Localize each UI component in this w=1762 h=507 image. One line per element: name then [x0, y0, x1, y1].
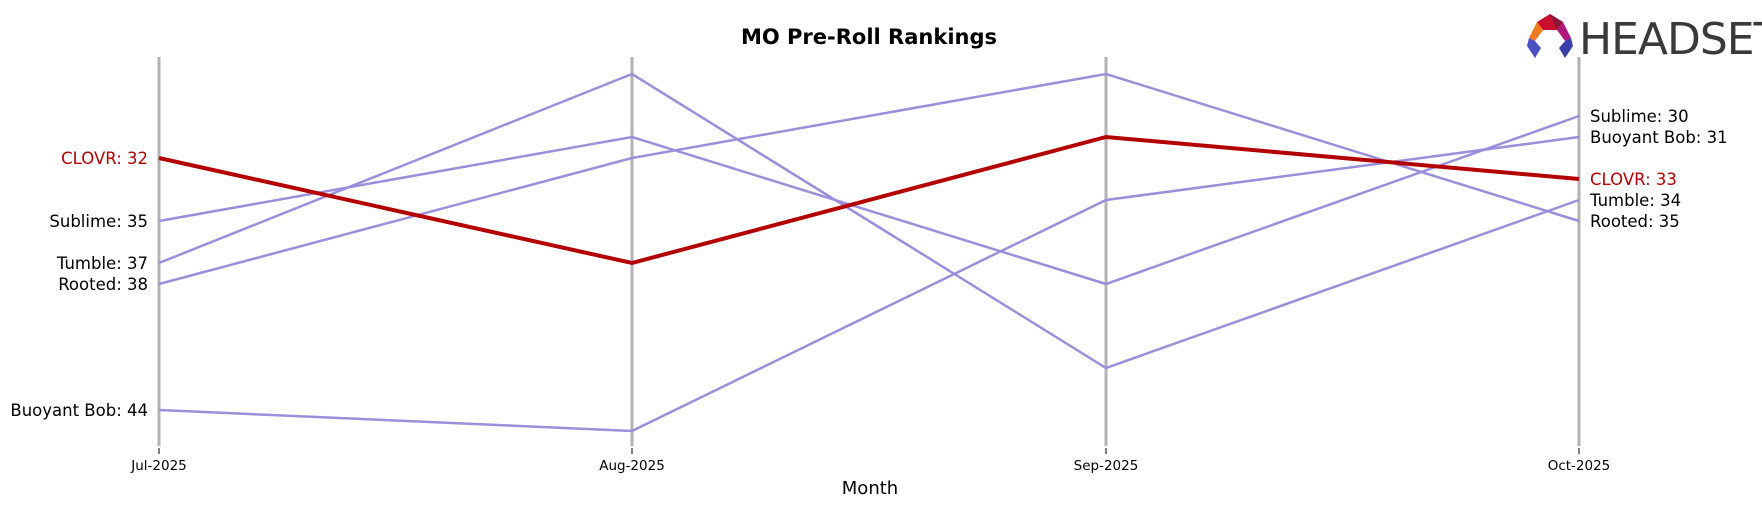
- x-tick-label: Oct-2025: [1548, 458, 1611, 474]
- end-label: Buoyant Bob: 31: [1590, 128, 1728, 147]
- start-label: Buoyant Bob: 44: [10, 401, 148, 420]
- series-lines: [158, 72, 1580, 433]
- start-labels: CLOVR: 32 Sublime: 35 Tumble: 37 Rooted: 38…: [10, 149, 148, 420]
- series-line-buoyant-bob: [158, 135, 1580, 433]
- headset-logo-icon: [1527, 14, 1573, 58]
- x-tick-labels: Jul-2025 Aug-2025 Sep-2025 Oct-2025: [130, 448, 1610, 474]
- headset-logo: HEADSET: [1527, 14, 1762, 65]
- end-labels: CLOVR: 33 Sublime: 30 Tumble: 34 Rooted: 35…: [1589, 107, 1728, 231]
- end-label: Rooted: 35: [1590, 212, 1680, 231]
- month-axes: [157, 57, 1581, 446]
- chart-title: MO Pre-Roll Rankings: [741, 25, 997, 49]
- series-line-clovr: [158, 134, 1580, 266]
- series-line-rooted: [158, 72, 1580, 286]
- x-tick-label: Sep-2025: [1074, 458, 1139, 474]
- x-tick-label: Aug-2025: [599, 458, 665, 474]
- headset-logo-text: HEADSET: [1579, 14, 1762, 65]
- x-axis-label: Month: [842, 478, 898, 499]
- start-label: Tumble: 37: [56, 254, 148, 273]
- start-label: CLOVR: 32: [61, 149, 148, 168]
- series-line-sublime: [158, 114, 1580, 286]
- end-label: Tumble: 34: [1589, 191, 1681, 210]
- series-line-tumble: [158, 72, 1580, 370]
- x-tick-label: Jul-2025: [130, 458, 187, 474]
- end-label: Sublime: 30: [1590, 107, 1689, 126]
- start-label: Rooted: 38: [58, 275, 148, 294]
- start-label: Sublime: 35: [49, 212, 148, 231]
- end-label: CLOVR: 33: [1590, 170, 1677, 189]
